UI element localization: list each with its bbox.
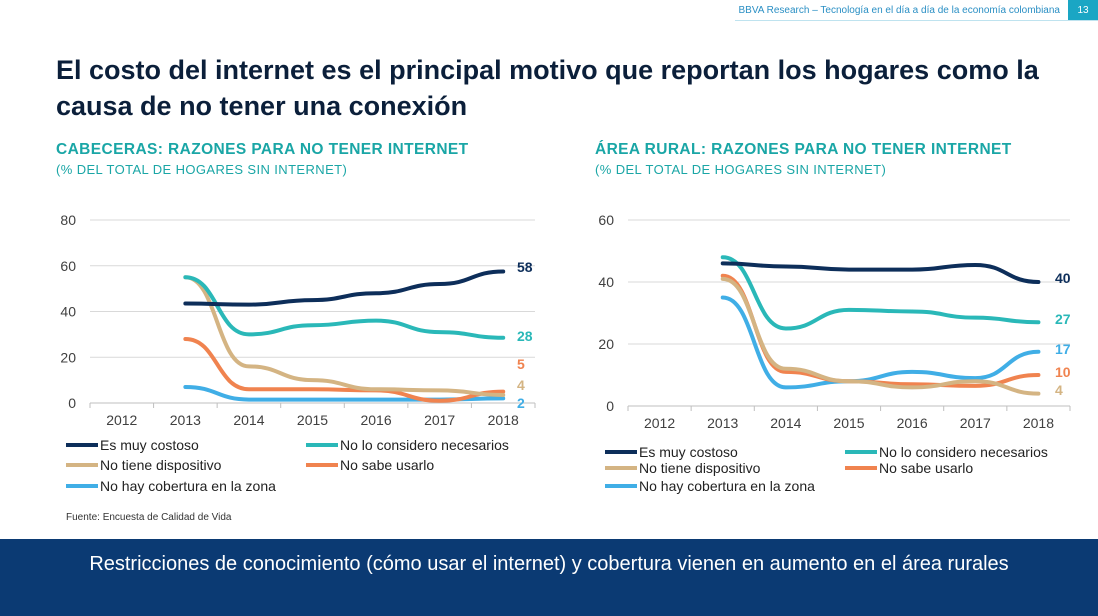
y-tick-label: 40 <box>598 274 614 290</box>
y-tick-label: 0 <box>68 395 76 411</box>
x-tick-label: 2018 <box>1023 415 1054 431</box>
x-tick-label: 2017 <box>960 415 991 431</box>
page-title: El costo del internet es el principal mo… <box>56 55 1039 121</box>
x-tick-label: 2013 <box>170 412 201 428</box>
chart-cabeceras: 0 20 40 60 80 2012 2013 2014 2015 2016 2017 2018 58 2… <box>60 212 536 494</box>
end-label-usarlo: 5 <box>517 356 525 372</box>
chart-2-subtitle: (% DEL TOTAL DE HOGARES SIN INTERNET) <box>595 162 887 177</box>
footer-banner: Restricciones de conocimiento (cómo usar… <box>0 539 1098 616</box>
chart-2-title: ÁREA RURAL: RAZONES PARA NO TENER INTERN… <box>595 141 1012 158</box>
end-label-cobertura: 17 <box>1055 341 1071 357</box>
legend-label-cobertura: No hay cobertura en la zona <box>639 478 815 494</box>
series-line-dispositivo <box>183 275 506 397</box>
series-line-necesario <box>183 275 506 340</box>
end-label-dispositivo: 4 <box>1055 382 1063 398</box>
y-tick-label: 80 <box>60 212 76 228</box>
x-tick-label: 2013 <box>707 415 738 431</box>
legend-label-costoso: Es muy costoso <box>639 444 738 460</box>
legend-label-cobertura: No hay cobertura en la zona <box>100 478 276 494</box>
x-tick-label: 2014 <box>770 415 801 431</box>
source-note: Fuente: Encuesta de Calidad de Vida <box>66 512 232 523</box>
legend-label-usarlo: No sabe usarlo <box>340 457 434 473</box>
legend-label-usarlo: No sabe usarlo <box>879 460 973 476</box>
x-tick-label: 2018 <box>488 412 519 428</box>
chart-area-rural: 0 20 40 60 2012 2013 2014 2015 2016 2017 2018 40 27 4… <box>598 212 1071 494</box>
legend-label-costoso: Es muy costoso <box>100 437 199 453</box>
end-label-dispositivo: 4 <box>517 377 525 393</box>
y-tick-label: 40 <box>60 304 76 320</box>
header-text: BBVA Research – Tecnología en el día a d… <box>738 4 1060 16</box>
x-tick-label: 2012 <box>106 412 137 428</box>
series-line-necesario <box>720 255 1041 331</box>
x-tick-label: 2015 <box>297 412 328 428</box>
end-label-costoso: 58 <box>517 259 533 275</box>
end-label-necesario: 28 <box>517 328 533 344</box>
series-line-usarlo <box>183 336 506 403</box>
series-line-dispositivo <box>720 276 1041 396</box>
legend-label-dispositivo: No tiene dispositivo <box>100 457 222 473</box>
series-line-cobertura <box>720 295 1041 390</box>
x-tick-label: 2015 <box>833 415 864 431</box>
x-tick-label: 2016 <box>897 415 928 431</box>
y-tick-label: 60 <box>598 212 614 228</box>
y-tick-label: 0 <box>606 398 614 414</box>
chart-1-title: CABECERAS: RAZONES PARA NO TENER INTERNE… <box>56 141 469 158</box>
end-label-usarlo: 10 <box>1055 364 1071 380</box>
chart-1-subtitle: (% DEL TOTAL DE HOGARES SIN INTERNET) <box>56 162 348 177</box>
y-tick-label: 20 <box>60 349 76 365</box>
end-label-cobertura: 2 <box>517 395 525 411</box>
series-line-costoso <box>720 261 1041 284</box>
series-line-usarlo <box>720 273 1041 388</box>
end-label-necesario: 27 <box>1055 311 1071 327</box>
y-tick-label: 60 <box>60 258 76 274</box>
series-line-costoso <box>183 269 506 307</box>
legend-label-dispositivo: No tiene dispositivo <box>639 460 761 476</box>
x-tick-label: 2012 <box>644 415 675 431</box>
end-label-costoso: 40 <box>1055 270 1071 286</box>
header: BBVA Research – Tecnología en el día a d… <box>738 0 1098 20</box>
x-tick-label: 2016 <box>360 412 391 428</box>
legend-label-necesario: No lo considero necesarios <box>879 444 1048 460</box>
page-number: 13 <box>1068 0 1098 20</box>
x-tick-label: 2014 <box>233 412 264 428</box>
legend-label-necesario: No lo considero necesarios <box>340 437 509 453</box>
x-tick-label: 2017 <box>424 412 455 428</box>
header-divider <box>735 20 1098 21</box>
y-tick-label: 20 <box>598 336 614 352</box>
